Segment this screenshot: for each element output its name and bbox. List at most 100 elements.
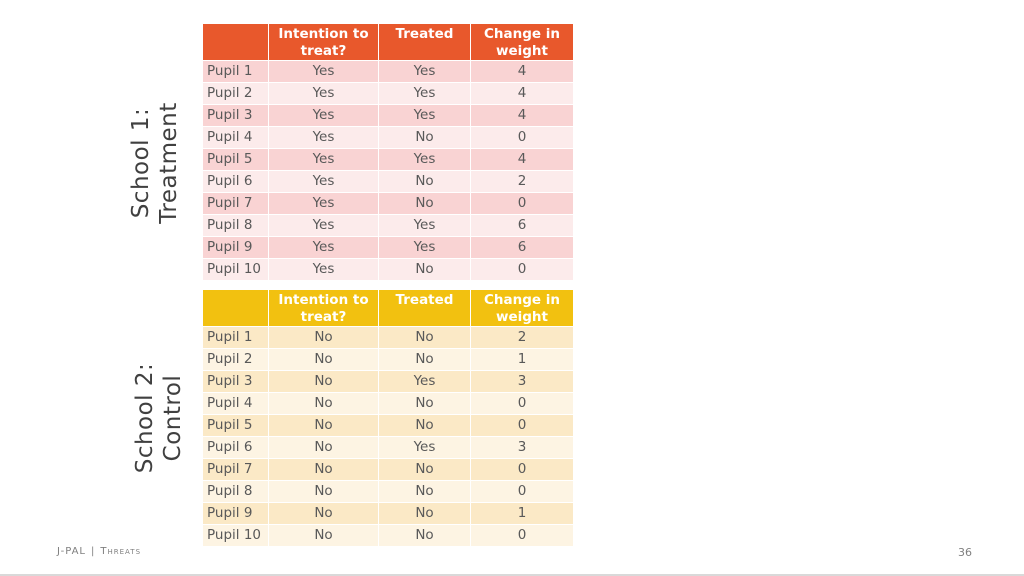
treatment-pupil-cell: Pupil 9 (203, 236, 269, 258)
treatment-pupil-cell: Pupil 7 (203, 192, 269, 214)
school2-label-line1: School 2: (132, 362, 158, 474)
control-intention-cell: No (269, 414, 379, 436)
control-intention-cell: No (269, 392, 379, 414)
table-row: Pupil 7 Yes No 0 (203, 192, 573, 214)
treatment-treated-cell: Yes (379, 82, 471, 104)
control-pupil-cell: Pupil 6 (203, 436, 269, 458)
control-intention-cell: No (269, 524, 379, 546)
control-treated-cell: No (379, 348, 471, 370)
control-header-row: Intention to treat? Treated Change in we… (203, 290, 573, 326)
control-pupil-cell: Pupil 3 (203, 370, 269, 392)
treatment-table: Intention to treat? Treated Change in we… (203, 24, 573, 280)
control-header-pupil (203, 290, 269, 326)
control-change-cell: 3 (471, 370, 573, 392)
control-pupil-cell: Pupil 5 (203, 414, 269, 436)
school2-label-line2: Control (160, 374, 186, 462)
table-row: Pupil 4 Yes No 0 (203, 126, 573, 148)
control-pupil-cell: Pupil 4 (203, 392, 269, 414)
treatment-pupil-cell: Pupil 2 (203, 82, 269, 104)
treatment-intention-cell: Yes (269, 104, 379, 126)
treatment-intention-cell: Yes (269, 192, 379, 214)
control-treated-cell: No (379, 524, 471, 546)
control-intention-cell: No (269, 348, 379, 370)
control-intention-cell: No (269, 436, 379, 458)
treatment-pupil-cell: Pupil 8 (203, 214, 269, 236)
control-intention-cell: No (269, 326, 379, 348)
treatment-intention-cell: Yes (269, 236, 379, 258)
treatment-intention-cell: Yes (269, 170, 379, 192)
control-intention-cell: No (269, 458, 379, 480)
control-change-cell: 3 (471, 436, 573, 458)
treatment-intention-cell: Yes (269, 214, 379, 236)
table-row: Pupil 1 No No 2 (203, 326, 573, 348)
control-intention-cell: No (269, 502, 379, 524)
table-row: Pupil 4 No No 0 (203, 392, 573, 414)
treatment-header-row: Intention to treat? Treated Change in we… (203, 24, 573, 60)
control-intention-cell: No (269, 370, 379, 392)
table-row: Pupil 10 No No 0 (203, 524, 573, 546)
control-change-cell: 1 (471, 348, 573, 370)
control-change-cell: 0 (471, 458, 573, 480)
treatment-pupil-cell: Pupil 5 (203, 148, 269, 170)
treatment-intention-cell: Yes (269, 148, 379, 170)
table-row: Pupil 6 Yes No 2 (203, 170, 573, 192)
treatment-change-cell: 4 (471, 148, 573, 170)
control-change-cell: 0 (471, 392, 573, 414)
treatment-header-treated: Treated (379, 24, 471, 60)
table-row: Pupil 2 No No 1 (203, 348, 573, 370)
table-row: Pupil 5 Yes Yes 4 (203, 148, 573, 170)
table-row: Pupil 2 Yes Yes 4 (203, 82, 573, 104)
school1-label-line2: Treatment (156, 102, 182, 224)
school2-label: School 2: Control (131, 363, 187, 474)
treatment-intention-cell: Yes (269, 258, 379, 280)
control-change-cell: 2 (471, 326, 573, 348)
treatment-treated-cell: No (379, 126, 471, 148)
treatment-treated-cell: Yes (379, 214, 471, 236)
treatment-change-cell: 4 (471, 104, 573, 126)
control-intention-cell: No (269, 480, 379, 502)
treatment-pupil-cell: Pupil 4 (203, 126, 269, 148)
treatment-change-cell: 0 (471, 258, 573, 280)
treatment-treated-cell: No (379, 258, 471, 280)
control-pupil-cell: Pupil 2 (203, 348, 269, 370)
treatment-change-cell: 0 (471, 126, 573, 148)
footer-org: J-PAL (57, 546, 87, 557)
page-number: 36 (958, 546, 972, 559)
control-treated-cell: No (379, 502, 471, 524)
treatment-change-cell: 4 (471, 82, 573, 104)
control-change-cell: 0 (471, 480, 573, 502)
treatment-header-change: Change in weight (471, 24, 573, 60)
table-row: Pupil 5 No No 0 (203, 414, 573, 436)
treatment-change-cell: 2 (471, 170, 573, 192)
treatment-change-cell: 0 (471, 192, 573, 214)
treatment-intention-cell: Yes (269, 60, 379, 82)
control-pupil-cell: Pupil 7 (203, 458, 269, 480)
table-row: Pupil 8 Yes Yes 6 (203, 214, 573, 236)
treatment-intention-cell: Yes (269, 126, 379, 148)
footer-label: J-PAL | Threats (57, 546, 141, 557)
table-row: Pupil 1 Yes Yes 4 (203, 60, 573, 82)
treatment-treated-cell: Yes (379, 104, 471, 126)
control-treated-cell: No (379, 480, 471, 502)
control-pupil-cell: Pupil 8 (203, 480, 269, 502)
table-row: Pupil 6 No Yes 3 (203, 436, 573, 458)
table-row: Pupil 10 Yes No 0 (203, 258, 573, 280)
table-row: Pupil 3 Yes Yes 4 (203, 104, 573, 126)
control-table: Intention to treat? Treated Change in we… (203, 290, 573, 546)
control-pupil-cell: Pupil 9 (203, 502, 269, 524)
treatment-change-cell: 6 (471, 214, 573, 236)
treatment-treated-cell: Yes (379, 236, 471, 258)
control-treated-cell: Yes (379, 436, 471, 458)
control-header-treated: Treated (379, 290, 471, 326)
control-treated-cell: No (379, 326, 471, 348)
control-header-intention: Intention to treat? (269, 290, 379, 326)
treatment-change-cell: 4 (471, 60, 573, 82)
control-treated-cell: Yes (379, 370, 471, 392)
treatment-intention-cell: Yes (269, 82, 379, 104)
control-treated-cell: No (379, 414, 471, 436)
treatment-pupil-cell: Pupil 10 (203, 258, 269, 280)
table-row: Pupil 9 No No 1 (203, 502, 573, 524)
school1-label-line1: School 1: (128, 107, 154, 219)
table-row: Pupil 3 No Yes 3 (203, 370, 573, 392)
treatment-header-pupil (203, 24, 269, 60)
